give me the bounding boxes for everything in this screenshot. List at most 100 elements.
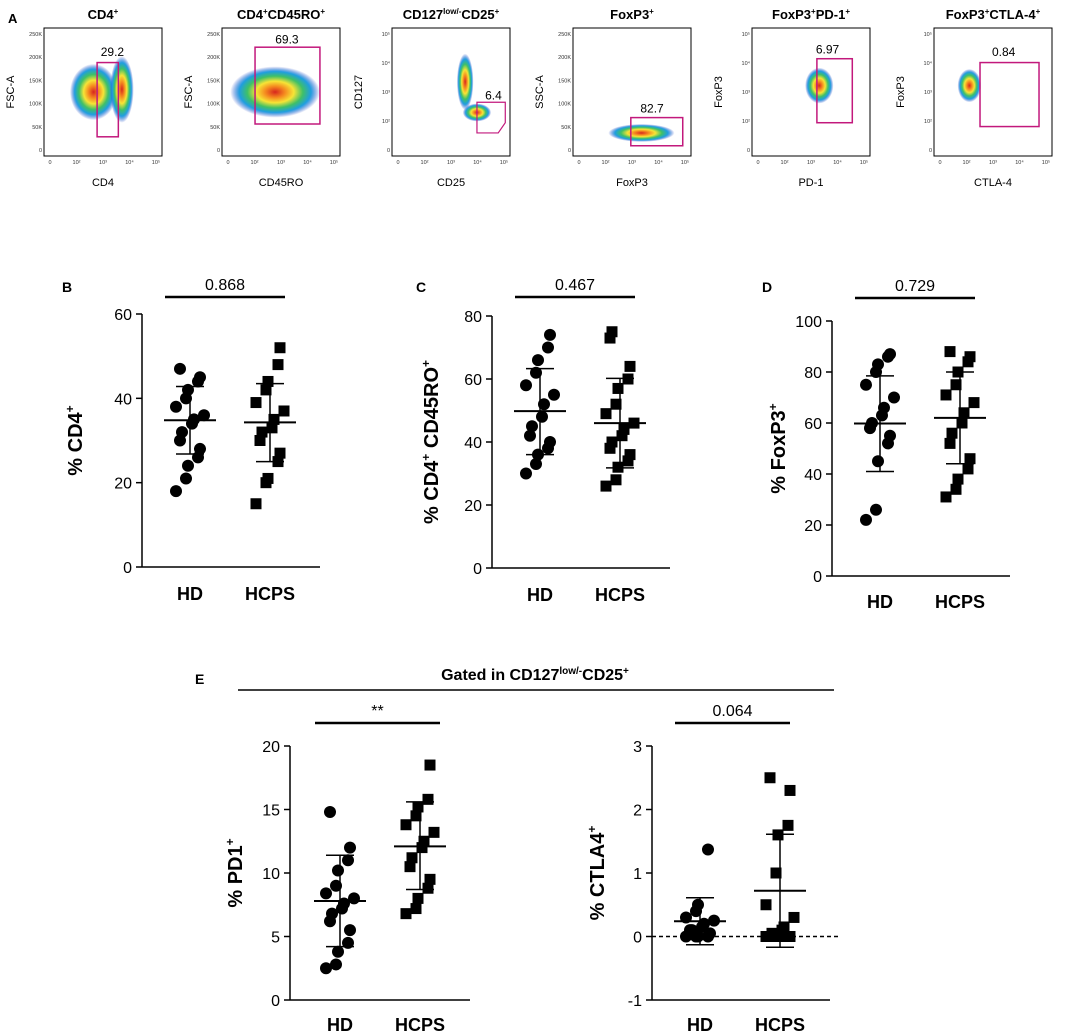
flow-x-tick: 10³ [447, 160, 455, 166]
data-point-hcps [940, 491, 952, 503]
panel-label-e: E [195, 671, 204, 687]
flow-density-cloud [69, 63, 118, 121]
flow-y-tick: 10⁴ [924, 60, 933, 67]
flow-y-tick: 100K [207, 102, 220, 108]
data-point-hcps [278, 405, 290, 417]
y-tick-label: 60 [804, 416, 822, 433]
flow-y-tick: 10⁴ [382, 60, 391, 67]
flow-x-tick: 10³ [99, 160, 107, 166]
y-tick-label: -1 [628, 993, 642, 1010]
data-point-hcps [944, 346, 956, 358]
x-category-label: HCPS [245, 584, 295, 604]
data-point-hd [878, 401, 890, 414]
panel-label-d: D [762, 279, 772, 295]
flow-y-tick: 0 [217, 148, 220, 154]
flow-x-label: FoxP3 [616, 177, 648, 189]
data-point-hcps [770, 867, 782, 879]
flow-x-tick: 10⁵ [152, 159, 160, 166]
data-point-hd [342, 854, 354, 867]
flow-gate-value: 6.4 [485, 89, 502, 103]
data-point-hd [344, 841, 356, 854]
flow-panel-2: CD4+CD45RO+69.30 10² 10³ 10⁴ 10⁵050K100K150K… [183, 7, 341, 189]
data-point-hd [526, 420, 538, 433]
data-point-hcps [788, 911, 800, 923]
flow-y-tick: 250K [207, 32, 220, 38]
data-point-hcps [616, 430, 628, 442]
flow-panel-title: CD4+CD45RO+ [237, 7, 325, 22]
flow-panel-4: FoxP3+82.70 10² 10³ 10⁴ 10⁵050K100K150K200K2… [534, 7, 692, 189]
flow-y-tick: 200K [29, 55, 42, 61]
flow-x-tick: 0 [396, 160, 399, 166]
y-axis-label: % CTLA4+ [585, 826, 609, 921]
data-point-hcps [784, 931, 796, 942]
y-tick-label: 0 [813, 569, 822, 586]
flow-title-sup1: + [985, 7, 990, 16]
flow-y-label: FSC-A [5, 75, 17, 109]
data-point-hd [198, 409, 210, 422]
data-point-hd [174, 362, 186, 375]
flow-y-label: FSC-A [183, 75, 195, 109]
flow-density-cloud [957, 68, 982, 103]
flow-x-tick: 10² [421, 160, 429, 166]
flow-x-tick: 10⁵ [500, 159, 508, 166]
panel-label-b: B [62, 279, 72, 295]
data-point-hd [702, 843, 714, 856]
data-point-hd [538, 398, 550, 411]
y-axis-label: % CD4+ CD45RO+ [419, 360, 443, 524]
data-point-hcps [266, 422, 278, 434]
data-point-hcps [610, 474, 622, 486]
data-point-hcps [404, 861, 416, 873]
data-point-hd [332, 864, 344, 877]
p-value-label: ** [371, 703, 383, 720]
y-tick-label: 60 [114, 307, 132, 324]
data-point-hcps [968, 397, 980, 409]
y-tick-label: 0 [271, 993, 280, 1010]
flow-x-tick: 10⁴ [125, 159, 134, 166]
y-tick-label: 15 [262, 803, 280, 820]
flow-density-cloud [110, 56, 134, 123]
data-point-hcps [604, 332, 616, 344]
data-point-hd [548, 388, 560, 401]
flow-x-tick: 0 [756, 160, 759, 166]
flow-x-tick: 10² [963, 160, 971, 166]
flow-panel-title: FoxP3+CTLA-4+ [946, 7, 1041, 22]
y-tick-label: 5 [271, 930, 280, 947]
y-tick-label: 40 [464, 435, 482, 452]
data-point-hd [524, 429, 536, 442]
data-point-hd [182, 383, 194, 396]
y-tick-label: 20 [262, 739, 280, 756]
flow-title-part1: CD4 [88, 7, 115, 22]
y-tick-label: 2 [633, 803, 642, 820]
data-point-hd [884, 348, 896, 361]
flow-y-tick: 10⁵ [382, 31, 390, 38]
flow-y-tick: 10³ [382, 90, 390, 96]
data-point-hcps [274, 447, 286, 459]
data-point-hd [532, 354, 544, 367]
flow-x-label: CTLA-4 [974, 177, 1012, 189]
x-category-label: HD [327, 1015, 353, 1035]
data-point-hcps [950, 483, 962, 495]
x-category-label: HCPS [755, 1015, 805, 1035]
flow-y-tick: 50K [210, 125, 220, 131]
flow-y-label: CD127 [353, 75, 365, 109]
flow-y-tick: 10⁵ [924, 31, 932, 38]
data-point-hcps [600, 408, 612, 420]
data-point-hcps [784, 784, 796, 796]
data-point-hd [860, 378, 872, 391]
flow-gate [96, 61, 120, 138]
flow-y-tick: 0 [387, 148, 390, 154]
data-point-hcps [412, 801, 424, 813]
data-point-hd [194, 371, 206, 384]
data-point-hcps [956, 417, 968, 429]
y-tick-label: 60 [464, 372, 482, 389]
data-point-hd [536, 410, 548, 423]
flow-panel-title: CD4+ [88, 7, 119, 22]
y-label-sup: + [766, 403, 780, 410]
data-point-hcps [268, 413, 280, 425]
flow-x-tick: 10³ [277, 160, 285, 166]
flow-x-tick: 0 [938, 160, 941, 166]
data-point-hcps [766, 927, 778, 939]
